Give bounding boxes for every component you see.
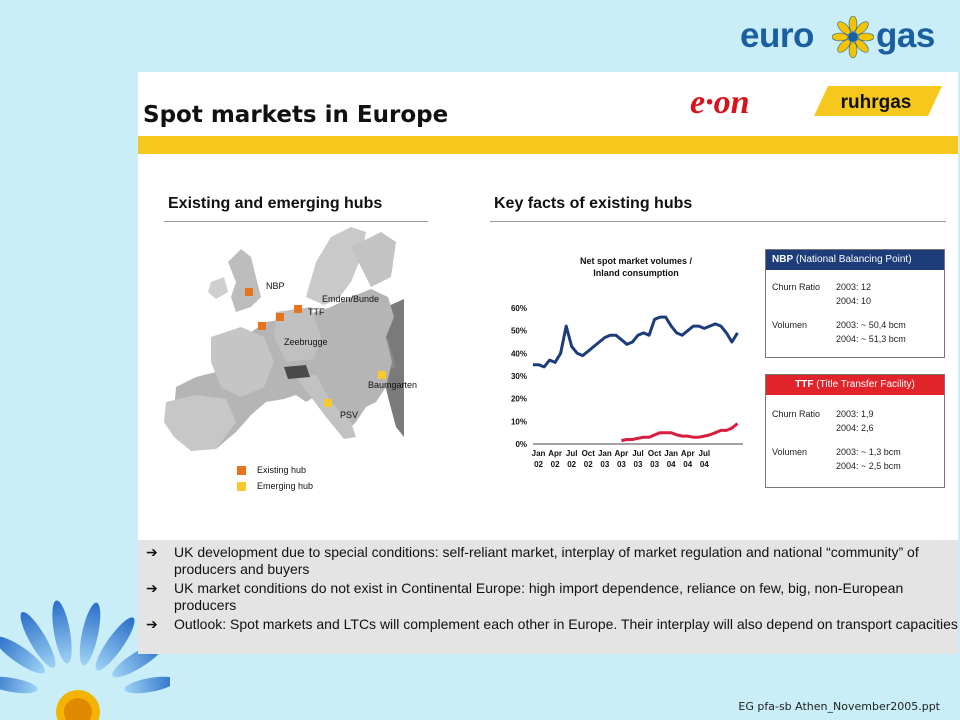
nbp-facts-box: NBP (National Balancing Point) Churn Rat… <box>765 249 945 358</box>
y-tick-label: 50% <box>511 327 527 336</box>
footer-filename: EG pfa-sb Athen_November2005.ppt <box>738 700 940 713</box>
chart-title-line1: Net spot market volumes / <box>580 256 693 266</box>
nbp-volume-2004: 2004: ~ 51,3 bcm <box>836 334 906 344</box>
nbp-header-bold: NBP <box>772 254 794 265</box>
x-tick-label-year: 03 <box>600 460 609 469</box>
x-tick-label-year: 04 <box>683 460 692 469</box>
x-tick-label-month: Jul <box>699 449 711 458</box>
bullet-text-1: UK development due to special conditions… <box>174 544 919 577</box>
logo-word-gas: gas <box>876 16 935 55</box>
eurogas-logo: euro gas <box>740 14 945 60</box>
hub-marker-emden <box>294 305 302 313</box>
flower-decoration-icon <box>0 600 170 720</box>
x-tick-label-month: Apr <box>615 449 629 458</box>
map-label-baumgarten: Baumgarten <box>368 380 418 390</box>
y-tick-label: 40% <box>511 349 527 358</box>
ttf-header-bold: TTF <box>795 379 814 390</box>
nbp-churn-2003: 2003: 12 <box>836 282 872 292</box>
bullet-item-3: ➔ Outlook: Spot markets and LTCs will co… <box>146 616 958 650</box>
ttf-churn-2004: 2004: 2,6 <box>836 423 874 433</box>
ttf-box-header: TTF (Title Transfer Facility) <box>766 375 944 395</box>
x-tick-label-month: Jan <box>664 449 678 458</box>
hub-marker-ttf <box>276 313 284 321</box>
y-tick-label: 0% <box>515 440 527 449</box>
ttf-churn-2003: 2003: 1,9 <box>836 409 874 419</box>
series-line-nbp <box>533 315 739 369</box>
x-tick-label-year: 04 <box>700 460 709 469</box>
ttf-facts-box: TTF (Title Transfer Facility) Churn Rati… <box>765 374 945 488</box>
right-heading-rule <box>490 221 946 222</box>
x-tick-label-year: 03 <box>634 460 643 469</box>
x-tick-label-year: 04 <box>667 460 676 469</box>
bullet-text-2: UK market conditions do not exist in Con… <box>174 580 904 613</box>
x-tick-label-year: 02 <box>551 460 560 469</box>
left-heading-rule <box>164 221 428 222</box>
x-tick-label-month: Apr <box>548 449 562 458</box>
x-tick-label-month: Jul <box>566 449 578 458</box>
arrow-right-icon: ➔ <box>146 580 158 596</box>
hub-marker-nbp <box>245 288 253 296</box>
legend-label-emerging: Emerging hub <box>257 481 314 491</box>
x-tick-label-year: 02 <box>534 460 543 469</box>
series-line-ttf <box>621 422 739 443</box>
ruhrgas-logo: ruhrgas <box>814 86 942 116</box>
europe-map <box>164 227 404 451</box>
ttf-volume-label: Volumen <box>772 447 808 457</box>
y-tick-label: 20% <box>511 395 527 404</box>
x-tick-label-month: Oct <box>648 449 662 458</box>
legend-label-existing: Existing hub <box>257 465 307 475</box>
bullet-text-3: Outlook: Spot markets and LTCs will comp… <box>174 616 958 632</box>
x-tick-label-month: Jul <box>632 449 644 458</box>
x-tick-label-month: Jan <box>598 449 612 458</box>
slide: Spot markets in Europe e·on ruhrgas Exis… <box>138 72 958 654</box>
ttf-volume-2003: 2003: ~ 1,3 bcm <box>836 447 901 457</box>
x-tick-label-year: 02 <box>584 460 593 469</box>
ruhrgas-text: ruhrgas <box>841 92 912 113</box>
nbp-header-rest: (National Balancing Point) <box>795 254 912 265</box>
ttf-header-rest: (Title Transfer Facility) <box>816 379 915 390</box>
bullet-item-1: ➔ UK development due to special conditio… <box>146 544 956 578</box>
y-tick-label: 10% <box>511 417 527 426</box>
bullet-panel: ➔ UK development due to special conditio… <box>138 540 958 654</box>
slide-title: Spot markets in Europe <box>143 102 449 128</box>
x-tick-label-year: 03 <box>617 460 626 469</box>
map-label-ttf: TTF <box>308 307 325 317</box>
x-tick-label-year: 03 <box>650 460 659 469</box>
hub-marker-psv <box>324 399 332 407</box>
x-tick-label-year: 02 <box>567 460 576 469</box>
x-tick-label-month: Oct <box>582 449 596 458</box>
logo-word-euro: euro <box>740 16 814 55</box>
nbp-box-header: NBP (National Balancing Point) <box>766 250 944 270</box>
map-label-nbp: NBP <box>266 281 285 291</box>
arrow-right-icon: ➔ <box>146 616 158 632</box>
spot-volume-chart: Net spot market volumes / Inland consump… <box>511 256 743 469</box>
hub-marker-zeebrugge <box>258 322 266 330</box>
y-tick-label: 30% <box>511 372 527 381</box>
x-tick-label-month: Apr <box>681 449 695 458</box>
flower-icon <box>832 16 874 58</box>
y-tick-label: 60% <box>511 304 527 313</box>
legend-swatch-existing <box>237 466 246 475</box>
legend-swatch-emerging <box>237 482 246 491</box>
x-tick-label-month: Jan <box>532 449 546 458</box>
right-heading: Key facts of existing hubs <box>494 195 693 212</box>
hub-marker-baumgarten <box>378 371 386 379</box>
yellow-band <box>138 136 958 154</box>
nbp-churn-label: Churn Ratio <box>772 282 821 292</box>
ttf-volume-2004: 2004: ~ 2,5 bcm <box>836 461 901 471</box>
nbp-volume-2003: 2003: ~ 50,4 bcm <box>836 320 906 330</box>
map-label-emden: Emden/Bunde <box>322 294 380 304</box>
eon-logo: e·on <box>690 84 750 121</box>
bullet-item-2: ➔ UK market conditions do not exist in C… <box>146 580 956 614</box>
nbp-churn-2004: 2004: 10 <box>836 296 872 306</box>
map-label-zeebrugge: Zeebrugge <box>284 337 328 347</box>
chart-title-line2: Inland consumption <box>593 268 679 278</box>
left-heading: Existing and emerging hubs <box>168 195 383 212</box>
nbp-volume-label: Volumen <box>772 320 808 330</box>
ttf-churn-label: Churn Ratio <box>772 409 821 419</box>
map-label-psv: PSV <box>340 410 359 420</box>
arrow-right-icon: ➔ <box>146 544 158 560</box>
